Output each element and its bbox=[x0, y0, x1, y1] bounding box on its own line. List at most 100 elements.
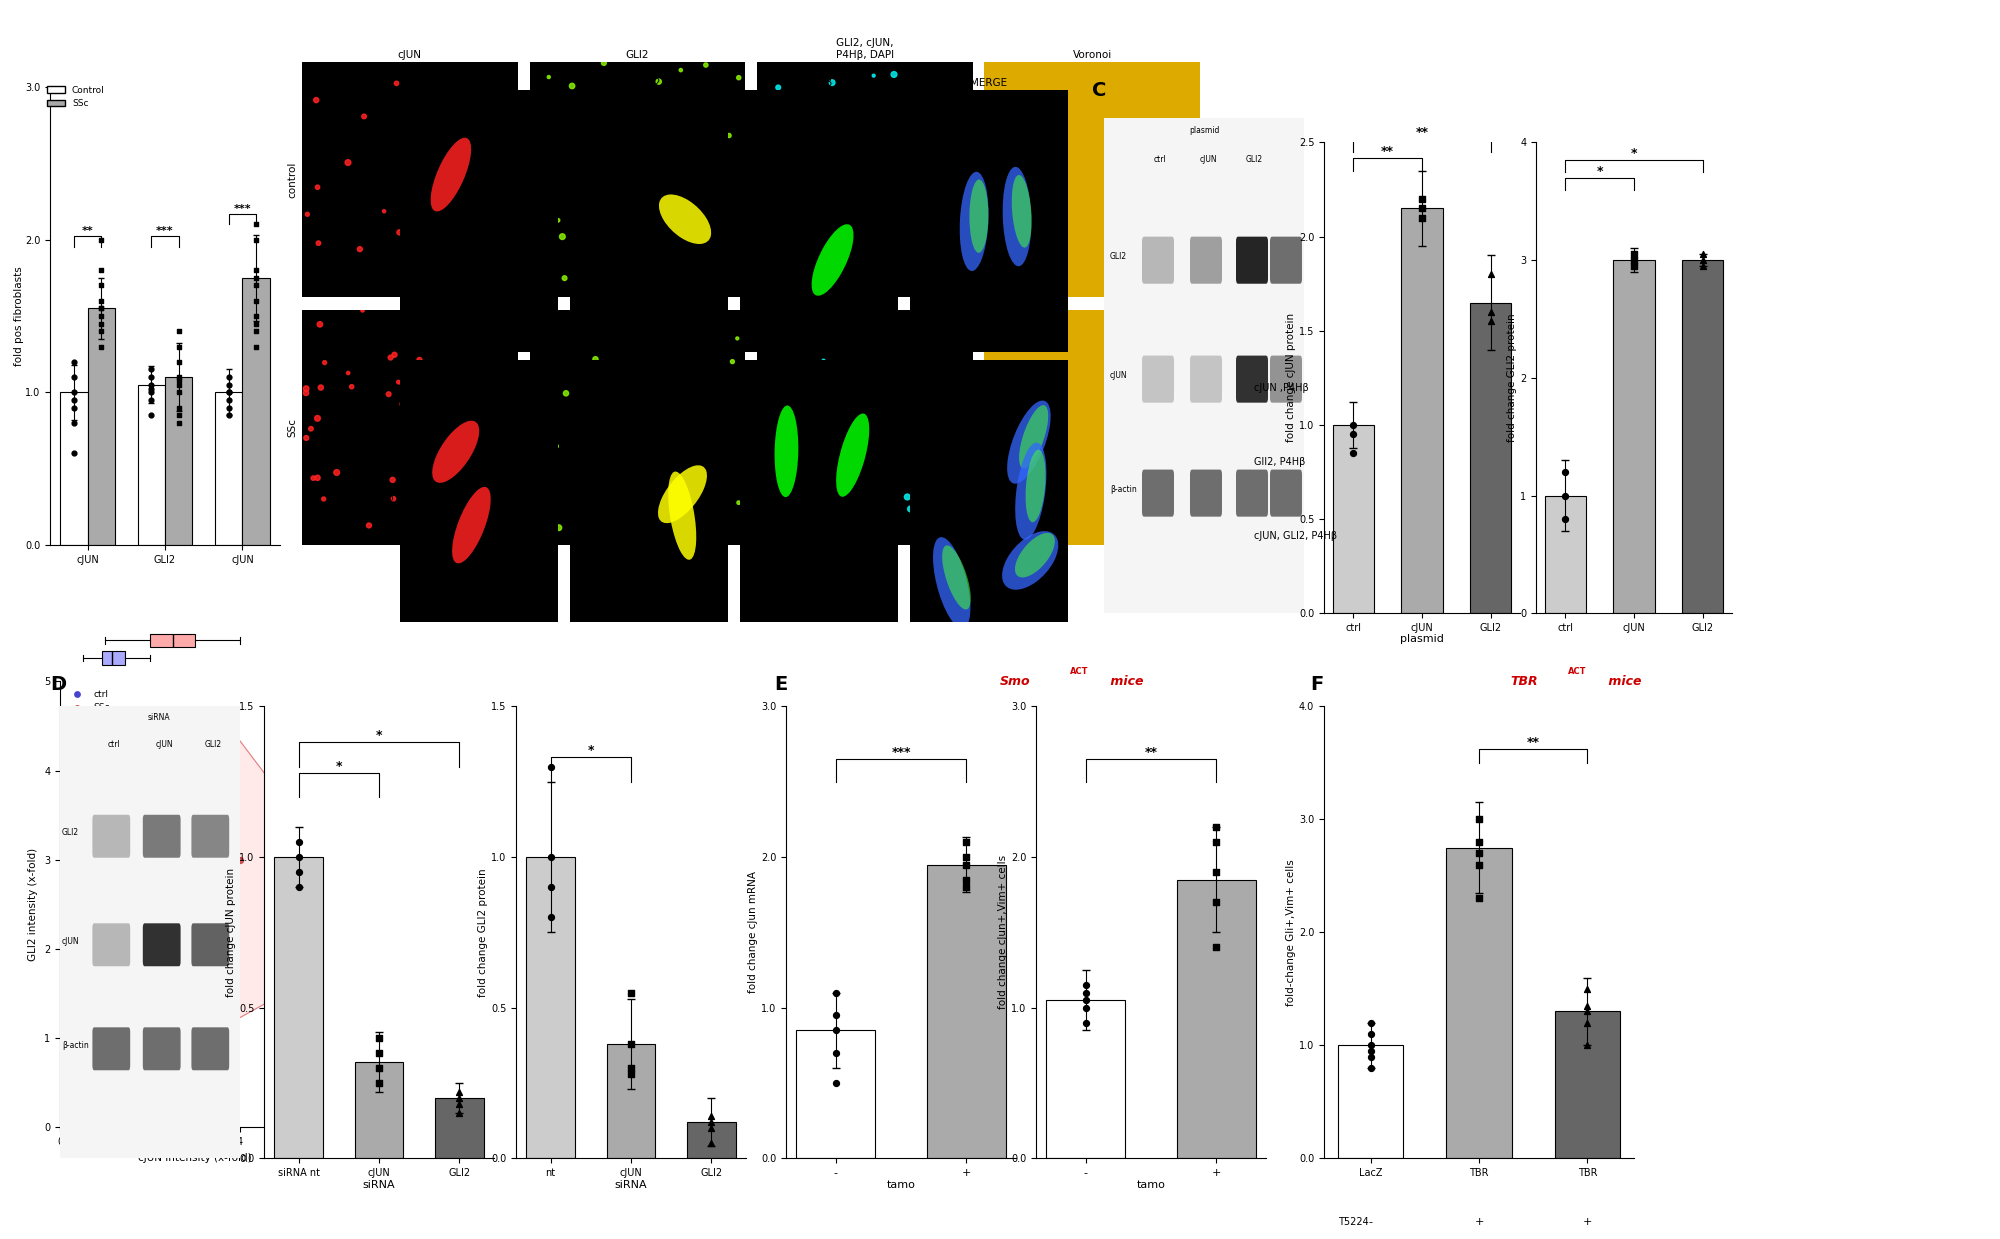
Point bbox=[704, 449, 736, 468]
FancyBboxPatch shape bbox=[1190, 470, 1222, 517]
Point bbox=[58, 367, 90, 387]
Point bbox=[282, 847, 314, 867]
Bar bbox=[60, 393, 88, 545]
Point bbox=[86, 291, 118, 311]
Text: ***: *** bbox=[156, 227, 174, 237]
Point bbox=[684, 120, 716, 140]
Point bbox=[386, 373, 418, 393]
Point bbox=[574, 534, 606, 554]
Point bbox=[58, 352, 90, 372]
Point bbox=[714, 125, 746, 145]
Point bbox=[240, 214, 272, 234]
Bar bbox=[88, 309, 114, 545]
Point bbox=[532, 67, 564, 87]
Point bbox=[290, 427, 322, 447]
Point bbox=[402, 110, 434, 130]
Point bbox=[86, 299, 118, 318]
Point bbox=[616, 1035, 648, 1054]
Point bbox=[632, 276, 664, 296]
Point bbox=[900, 513, 932, 533]
Bar bbox=[928, 865, 1006, 1158]
Point bbox=[678, 446, 710, 466]
Point bbox=[1200, 862, 1232, 882]
Point bbox=[454, 159, 486, 178]
Point bbox=[444, 1094, 476, 1114]
Point bbox=[1572, 1036, 1604, 1056]
Bar bbox=[1554, 1011, 1620, 1158]
Point bbox=[790, 487, 822, 507]
Text: mice: mice bbox=[1604, 675, 1642, 688]
Point bbox=[950, 855, 982, 875]
Point bbox=[1686, 250, 1718, 270]
Point bbox=[548, 268, 580, 287]
Point bbox=[308, 489, 340, 509]
Point bbox=[394, 130, 426, 150]
Point bbox=[364, 1043, 396, 1063]
Point bbox=[320, 462, 352, 482]
Point bbox=[588, 176, 620, 196]
Point bbox=[290, 379, 322, 399]
Point bbox=[930, 527, 962, 546]
Point bbox=[332, 363, 364, 383]
Point bbox=[526, 338, 558, 358]
Point bbox=[950, 870, 982, 890]
Point bbox=[1200, 938, 1232, 958]
FancyBboxPatch shape bbox=[1142, 356, 1174, 403]
Point bbox=[612, 501, 644, 520]
Text: cJUN: cJUN bbox=[76, 766, 98, 776]
FancyBboxPatch shape bbox=[1236, 237, 1268, 284]
Text: *: * bbox=[336, 760, 342, 773]
Point bbox=[696, 1113, 728, 1132]
Point bbox=[696, 1134, 728, 1154]
Point bbox=[766, 395, 798, 415]
Point bbox=[162, 367, 194, 387]
Point bbox=[716, 352, 748, 372]
Ellipse shape bbox=[430, 138, 472, 212]
Point bbox=[162, 413, 194, 432]
FancyBboxPatch shape bbox=[92, 923, 130, 966]
Ellipse shape bbox=[960, 172, 988, 271]
Point bbox=[240, 321, 272, 341]
Point bbox=[616, 983, 648, 1002]
Point bbox=[302, 177, 334, 197]
Point bbox=[162, 398, 194, 418]
Bar bbox=[1178, 880, 1256, 1158]
Point bbox=[532, 489, 564, 509]
Point bbox=[774, 305, 806, 325]
Point bbox=[86, 299, 118, 318]
Point bbox=[308, 353, 340, 373]
Point bbox=[88, 1046, 120, 1066]
Point bbox=[870, 512, 902, 532]
Point bbox=[668, 164, 700, 183]
Text: siRNA: siRNA bbox=[148, 712, 170, 722]
Point bbox=[442, 256, 474, 276]
Point bbox=[850, 193, 882, 213]
Point bbox=[952, 285, 984, 305]
Point bbox=[1354, 1025, 1386, 1044]
Ellipse shape bbox=[1026, 450, 1046, 523]
Point bbox=[58, 398, 90, 418]
Bar bbox=[216, 393, 242, 545]
PathPatch shape bbox=[150, 634, 196, 647]
Text: +: + bbox=[1582, 1217, 1592, 1228]
Point bbox=[1474, 302, 1506, 322]
Text: **: ** bbox=[1144, 746, 1158, 760]
Point bbox=[1618, 250, 1650, 270]
Point bbox=[86, 337, 118, 357]
Point bbox=[162, 337, 194, 357]
Point bbox=[1070, 997, 1102, 1017]
Point bbox=[442, 503, 474, 523]
Point bbox=[850, 421, 882, 441]
Text: TBR: TBR bbox=[1510, 675, 1538, 688]
Point bbox=[784, 211, 816, 230]
Point bbox=[534, 877, 566, 897]
Point bbox=[820, 1073, 852, 1093]
Point bbox=[780, 147, 812, 167]
Point bbox=[240, 291, 272, 311]
Point bbox=[848, 379, 880, 399]
Text: cJUN, GLI2, P4Hβ: cJUN, GLI2, P4Hβ bbox=[1254, 532, 1338, 541]
Ellipse shape bbox=[774, 405, 798, 497]
Point bbox=[378, 344, 410, 364]
Point bbox=[500, 317, 532, 337]
Point bbox=[686, 463, 718, 483]
